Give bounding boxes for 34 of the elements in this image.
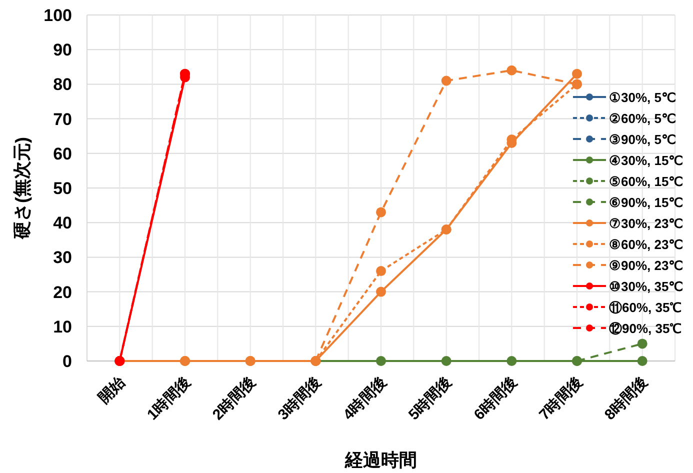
legend-label: ⑨90%, 23℃ — [609, 258, 684, 273]
legend-label: ⑥90%, 15℃ — [609, 195, 684, 210]
legend-label: ⑫90%, 35℃ — [609, 321, 682, 336]
x-tick-label: 開始 — [95, 373, 130, 408]
legend-label: ⑦30%, 23℃ — [609, 216, 684, 231]
y-tick-label: 80 — [53, 75, 72, 94]
y-tick-label: 10 — [53, 317, 72, 336]
legend-label: ④30%, 15℃ — [609, 153, 684, 168]
legend-label: ③90%, 5℃ — [609, 132, 676, 147]
x-tick-label: 2時間後 — [209, 374, 260, 424]
y-tick-label: 50 — [53, 179, 72, 198]
legend-label: ①30%, 5℃ — [609, 90, 676, 105]
x-tick-label: 3時間後 — [274, 374, 324, 424]
y-tick-label: 100 — [44, 6, 72, 25]
x-axis-title: 経過時間 — [344, 450, 417, 470]
y-tick-label: 70 — [53, 110, 72, 129]
y-tick-label: 30 — [53, 248, 72, 268]
y-tick-label: 90 — [53, 40, 72, 60]
y-tick-label: 60 — [53, 144, 72, 164]
legend-label: ⑩30%, 35℃ — [609, 279, 684, 294]
x-tick-label: 4時間後 — [340, 374, 390, 424]
legend-label: ⑧60%, 23℃ — [609, 237, 684, 252]
legend-label: ②60%, 5℃ — [609, 111, 676, 126]
y-axis-title: 硬さ(無次元) — [12, 137, 32, 240]
x-tick-label: 5時間後 — [405, 374, 456, 424]
legend-label: ⑤60%, 15℃ — [609, 174, 684, 189]
x-tick-label: 8時間後 — [601, 374, 652, 424]
y-tick-label: 0 — [62, 352, 72, 371]
y-tick-label: 20 — [53, 282, 72, 302]
x-tick-label: 1時間後 — [144, 374, 194, 424]
y-tick-label: 40 — [53, 214, 72, 233]
x-tick-label: 6時間後 — [470, 374, 520, 424]
x-tick-label: 7時間後 — [536, 374, 586, 424]
legend-label: ⑪60%, 35℃ — [609, 300, 682, 315]
